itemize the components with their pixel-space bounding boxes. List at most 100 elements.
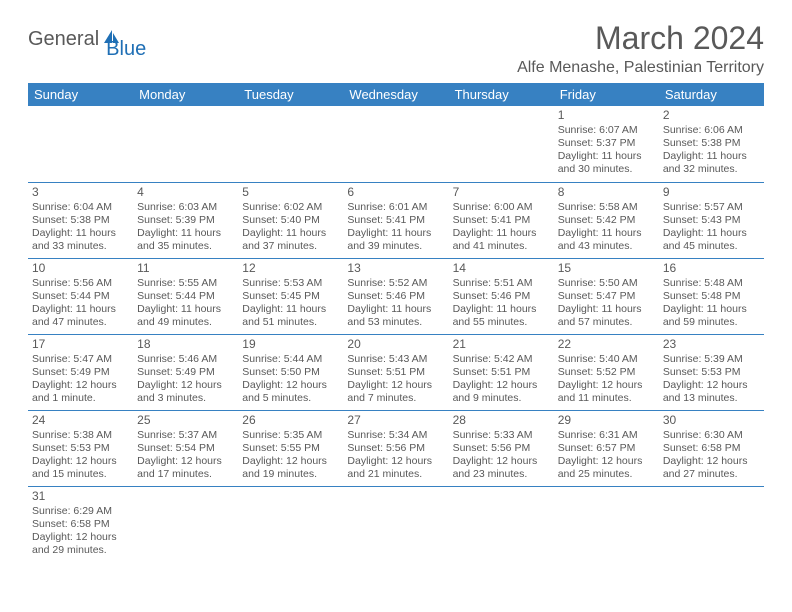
calendar-cell: 13Sunrise: 5:52 AMSunset: 5:46 PMDayligh… (343, 258, 448, 334)
sunrise-text: Sunrise: 5:42 AM (453, 353, 550, 366)
calendar-cell: 3Sunrise: 6:04 AMSunset: 5:38 PMDaylight… (28, 182, 133, 258)
sunset-text: Sunset: 5:46 PM (453, 290, 550, 303)
daylight-text: Daylight: 11 hours (453, 227, 550, 240)
sunrise-text: Sunrise: 5:57 AM (663, 201, 760, 214)
sunset-text: Sunset: 5:52 PM (558, 366, 655, 379)
calendar-table: Sunday Monday Tuesday Wednesday Thursday… (28, 83, 764, 562)
daylight-text: Daylight: 12 hours (242, 379, 339, 392)
location-subtitle: Alfe Menashe, Palestinian Territory (517, 59, 764, 77)
daylight-text: and 49 minutes. (137, 316, 234, 329)
sunset-text: Sunset: 6:58 PM (32, 518, 129, 531)
col-wednesday: Wednesday (343, 83, 448, 106)
calendar-cell: 10Sunrise: 5:56 AMSunset: 5:44 PMDayligh… (28, 258, 133, 334)
sunrise-text: Sunrise: 5:33 AM (453, 429, 550, 442)
daylight-text: Daylight: 12 hours (453, 455, 550, 468)
daylight-text: and 45 minutes. (663, 240, 760, 253)
sunrise-text: Sunrise: 6:07 AM (558, 124, 655, 137)
daylight-text: and 13 minutes. (663, 392, 760, 405)
sunrise-text: Sunrise: 5:34 AM (347, 429, 444, 442)
daylight-text: and 30 minutes. (558, 163, 655, 176)
sunrise-text: Sunrise: 6:29 AM (32, 505, 129, 518)
day-number: 18 (137, 337, 234, 352)
daylight-text: and 3 minutes. (137, 392, 234, 405)
sunrise-text: Sunrise: 5:53 AM (242, 277, 339, 290)
daylight-text: and 37 minutes. (242, 240, 339, 253)
calendar-row: 10Sunrise: 5:56 AMSunset: 5:44 PMDayligh… (28, 258, 764, 334)
daylight-text: Daylight: 11 hours (242, 303, 339, 316)
daylight-text: Daylight: 12 hours (137, 379, 234, 392)
day-number: 9 (663, 185, 760, 200)
col-thursday: Thursday (449, 83, 554, 106)
day-number: 24 (32, 413, 129, 428)
daylight-text: Daylight: 12 hours (32, 531, 129, 544)
day-number: 2 (663, 108, 760, 123)
day-number: 6 (347, 185, 444, 200)
sunrise-text: Sunrise: 5:35 AM (242, 429, 339, 442)
sunrise-text: Sunrise: 5:50 AM (558, 277, 655, 290)
col-monday: Monday (133, 83, 238, 106)
col-tuesday: Tuesday (238, 83, 343, 106)
calendar-cell: 8Sunrise: 5:58 AMSunset: 5:42 PMDaylight… (554, 182, 659, 258)
day-number: 5 (242, 185, 339, 200)
col-friday: Friday (554, 83, 659, 106)
sunset-text: Sunset: 5:44 PM (137, 290, 234, 303)
calendar-cell: 17Sunrise: 5:47 AMSunset: 5:49 PMDayligh… (28, 334, 133, 410)
sunrise-text: Sunrise: 6:06 AM (663, 124, 760, 137)
day-number: 23 (663, 337, 760, 352)
daylight-text: and 21 minutes. (347, 468, 444, 481)
daylight-text: Daylight: 12 hours (137, 455, 234, 468)
sunrise-text: Sunrise: 5:46 AM (137, 353, 234, 366)
daylight-text: and 9 minutes. (453, 392, 550, 405)
daylight-text: and 17 minutes. (137, 468, 234, 481)
calendar-cell (133, 106, 238, 182)
daylight-text: and 51 minutes. (242, 316, 339, 329)
sunrise-text: Sunrise: 6:01 AM (347, 201, 444, 214)
sunset-text: Sunset: 5:45 PM (242, 290, 339, 303)
daylight-text: Daylight: 12 hours (242, 455, 339, 468)
calendar-cell (343, 486, 448, 562)
sunset-text: Sunset: 5:37 PM (558, 137, 655, 150)
daylight-text: Daylight: 12 hours (558, 455, 655, 468)
day-number: 19 (242, 337, 339, 352)
day-number: 3 (32, 185, 129, 200)
sunset-text: Sunset: 5:55 PM (242, 442, 339, 455)
daylight-text: and 47 minutes. (32, 316, 129, 329)
sunrise-text: Sunrise: 5:37 AM (137, 429, 234, 442)
page-title: March 2024 (517, 20, 764, 57)
day-number: 16 (663, 261, 760, 276)
calendar-cell: 23Sunrise: 5:39 AMSunset: 5:53 PMDayligh… (659, 334, 764, 410)
daylight-text: Daylight: 12 hours (663, 379, 760, 392)
logo: General Blue (28, 28, 162, 51)
calendar-row: 3Sunrise: 6:04 AMSunset: 5:38 PMDaylight… (28, 182, 764, 258)
calendar-row: 24Sunrise: 5:38 AMSunset: 5:53 PMDayligh… (28, 410, 764, 486)
calendar-cell: 9Sunrise: 5:57 AMSunset: 5:43 PMDaylight… (659, 182, 764, 258)
day-number: 21 (453, 337, 550, 352)
calendar-cell: 20Sunrise: 5:43 AMSunset: 5:51 PMDayligh… (343, 334, 448, 410)
day-number: 4 (137, 185, 234, 200)
day-number: 14 (453, 261, 550, 276)
sunrise-text: Sunrise: 5:52 AM (347, 277, 444, 290)
sunrise-text: Sunrise: 5:40 AM (558, 353, 655, 366)
calendar-cell: 18Sunrise: 5:46 AMSunset: 5:49 PMDayligh… (133, 334, 238, 410)
calendar-cell: 26Sunrise: 5:35 AMSunset: 5:55 PMDayligh… (238, 410, 343, 486)
sunset-text: Sunset: 5:53 PM (32, 442, 129, 455)
title-block: March 2024 Alfe Menashe, Palestinian Ter… (517, 20, 764, 77)
calendar-row: 1Sunrise: 6:07 AMSunset: 5:37 PMDaylight… (28, 106, 764, 182)
calendar-cell (554, 486, 659, 562)
daylight-text: and 53 minutes. (347, 316, 444, 329)
daylight-text: and 23 minutes. (453, 468, 550, 481)
daylight-text: Daylight: 12 hours (347, 455, 444, 468)
daylight-text: Daylight: 11 hours (242, 227, 339, 240)
daylight-text: Daylight: 11 hours (453, 303, 550, 316)
daylight-text: Daylight: 12 hours (663, 455, 760, 468)
calendar-cell (133, 486, 238, 562)
day-number: 22 (558, 337, 655, 352)
daylight-text: Daylight: 11 hours (137, 303, 234, 316)
sunrise-text: Sunrise: 5:55 AM (137, 277, 234, 290)
sunset-text: Sunset: 5:56 PM (453, 442, 550, 455)
calendar-cell: 7Sunrise: 6:00 AMSunset: 5:41 PMDaylight… (449, 182, 554, 258)
day-number: 8 (558, 185, 655, 200)
sunrise-text: Sunrise: 5:39 AM (663, 353, 760, 366)
calendar-cell (659, 486, 764, 562)
calendar-cell: 21Sunrise: 5:42 AMSunset: 5:51 PMDayligh… (449, 334, 554, 410)
